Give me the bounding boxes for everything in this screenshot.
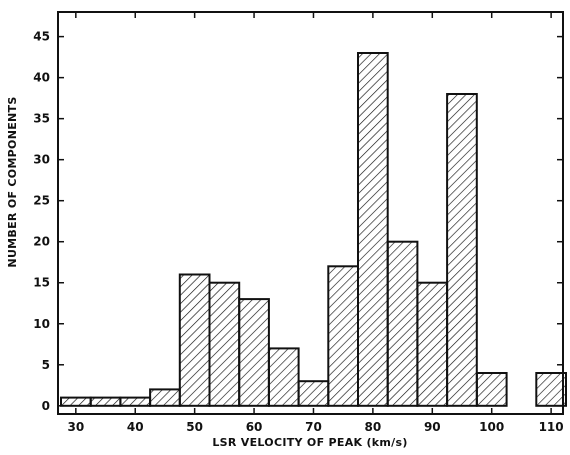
y-tick-label: 10: [33, 317, 50, 331]
x-tick-label: 50: [186, 420, 203, 434]
histogram-bar: [535, 372, 567, 407]
y-tick-label: 40: [33, 71, 50, 85]
histogram-bar: [89, 396, 122, 407]
x-tick-label: 90: [424, 420, 441, 434]
histogram-bar: [416, 281, 449, 407]
histogram-bar: [475, 372, 508, 407]
x-axis-title: LSR VELOCITY OF PEAK (km/s): [212, 436, 407, 449]
x-tick-label: 80: [365, 420, 382, 434]
x-tick-label: 70: [305, 420, 322, 434]
histogram-bar: [119, 396, 152, 407]
histogram-bar: [446, 93, 478, 407]
y-tick-label: 35: [33, 112, 50, 126]
y-tick-label: 15: [33, 276, 50, 290]
histogram-bar: [149, 388, 181, 407]
histogram-bar: [178, 273, 211, 407]
x-tick-label: 40: [127, 420, 144, 434]
histogram-bar: [327, 265, 359, 407]
y-tick-label: 20: [33, 235, 50, 249]
y-axis-title: NUMBER OF COMPONENTS: [6, 96, 19, 267]
y-tick-label: 30: [33, 153, 50, 167]
y-axis: 0 5 10 15 20 25 30 35 40 45: [33, 30, 563, 413]
bars-group: [60, 52, 567, 407]
histogram-bar: [386, 240, 419, 407]
histogram-bar: [238, 298, 270, 407]
x-tick-label: 110: [539, 420, 564, 434]
y-tick-label: 45: [33, 30, 50, 44]
histogram-bar: [297, 380, 330, 407]
x-tick-label: 30: [67, 420, 84, 434]
histogram-bar: [267, 347, 300, 407]
histogram-bar: [60, 396, 92, 407]
histogram-bar: [208, 281, 241, 407]
x-tick-label: 100: [479, 420, 504, 434]
y-tick-label: 0: [42, 399, 50, 413]
y-tick-label: 5: [42, 358, 50, 372]
y-tick-label: 25: [33, 194, 50, 208]
x-axis: 30 40 50 60 70 80 90 100 110: [67, 12, 564, 434]
histogram-bar: [357, 52, 389, 407]
x-tick-label: 60: [246, 420, 263, 434]
plot-frame: [57, 11, 564, 415]
